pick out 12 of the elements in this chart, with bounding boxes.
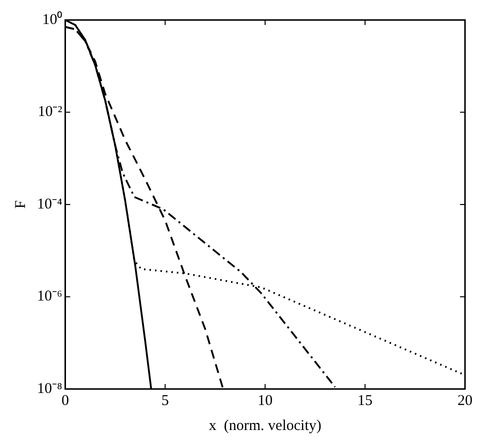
y-tick-label: 10⁰ bbox=[42, 10, 62, 28]
x-tick-label: 20 bbox=[458, 392, 472, 409]
x-tick-label: 5 bbox=[161, 392, 169, 409]
x-tick-label: 10 bbox=[258, 392, 273, 409]
x-tick-label: 0 bbox=[61, 392, 69, 409]
x-axis-title: x (norm. velocity) bbox=[208, 418, 322, 434]
y-axis-title: F bbox=[12, 200, 29, 209]
y-tick-label: 10⁻⁶ bbox=[36, 288, 62, 305]
y-tick-label: 10⁻⁸ bbox=[36, 380, 62, 397]
x-tick-label: 15 bbox=[358, 392, 373, 409]
y-tick-label: 10⁻² bbox=[38, 104, 63, 120]
y-tick-label: 10⁻⁴ bbox=[36, 196, 62, 212]
